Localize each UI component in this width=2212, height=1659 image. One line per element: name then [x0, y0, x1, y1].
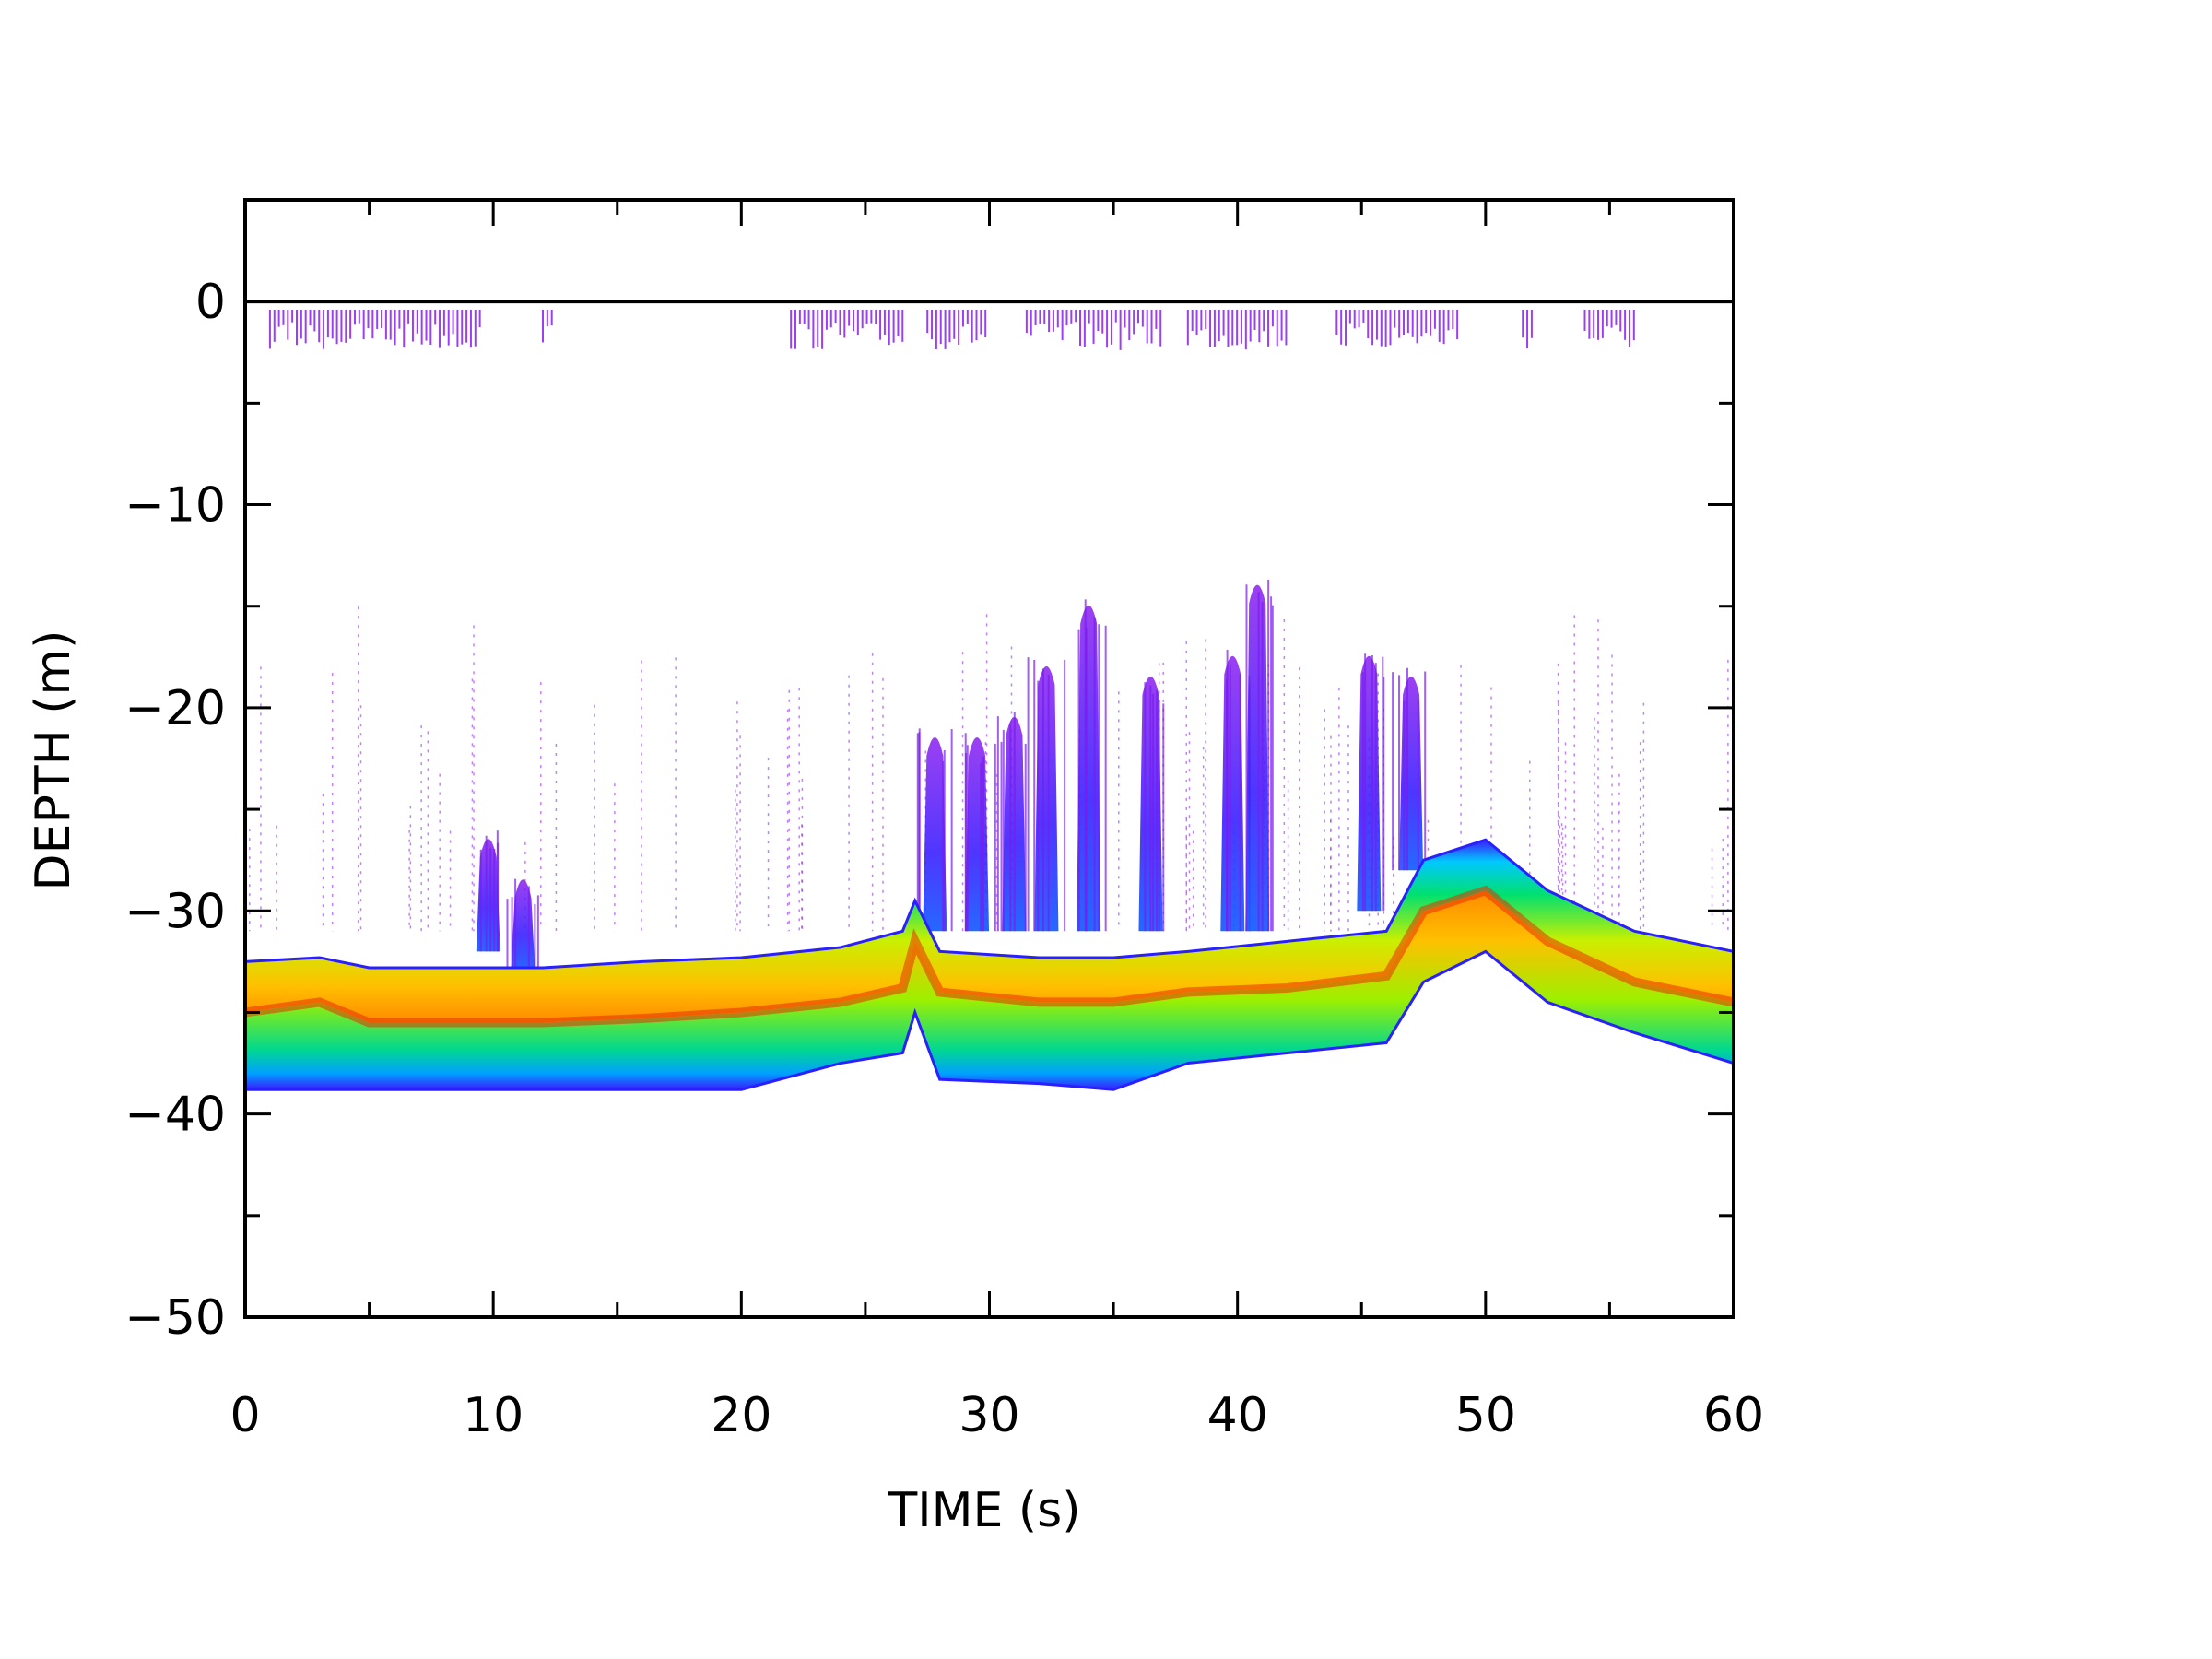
x-tick-label: 50	[1455, 1388, 1516, 1443]
fish-plume	[923, 736, 947, 932]
x-tick-label: 0	[229, 1388, 260, 1443]
y-tick-label: −20	[124, 681, 226, 736]
fish-plume	[965, 736, 990, 932]
seabed-echo-core	[245, 885, 1734, 1028]
y-tick-label: −10	[124, 478, 226, 534]
y-tick-label: −40	[124, 1088, 226, 1143]
seabed-echo-edge-top	[245, 838, 1734, 970]
x-tick-label: 60	[1703, 1388, 1764, 1443]
fish-plume	[1245, 584, 1270, 932]
seabed-echo-lower	[245, 890, 1734, 1090]
y-tick-label: −30	[124, 884, 226, 939]
y-axis-tick-labels: 0 −10 −20 −30 −40 −50	[124, 275, 226, 1346]
y-axis-title: DEPTH (m)	[26, 630, 81, 891]
plot-frame	[243, 198, 1735, 1319]
fish-plume	[1077, 605, 1101, 932]
fish-plume	[1357, 655, 1382, 912]
x-tick-label: 40	[1207, 1388, 1268, 1443]
axis-ticks	[243, 198, 1735, 1319]
x-axis-tick-labels: 0 10 20 30 40 50 60	[229, 1388, 1764, 1443]
x-axis-title: TIME (s)	[887, 1483, 1080, 1538]
echogram-data	[245, 309, 1734, 1091]
x-tick-label: 20	[711, 1388, 771, 1443]
fish-plume	[1034, 665, 1059, 932]
y-tick-label: 0	[195, 275, 226, 330]
fish-plume	[1399, 676, 1424, 871]
x-tick-label: 10	[463, 1388, 524, 1443]
y-tick-label: −50	[124, 1290, 226, 1346]
seabed-echo-edge-bottom	[245, 949, 1734, 1091]
x-tick-label: 30	[959, 1388, 1019, 1443]
